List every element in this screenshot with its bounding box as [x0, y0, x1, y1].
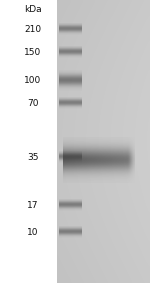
- Text: 100: 100: [24, 76, 42, 85]
- Text: 35: 35: [27, 153, 39, 162]
- Bar: [0, 0, 57, 283]
- Text: 17: 17: [27, 201, 39, 210]
- Text: 150: 150: [24, 48, 42, 57]
- Text: 210: 210: [24, 25, 42, 34]
- Text: 10: 10: [27, 228, 39, 237]
- Text: kDa: kDa: [24, 5, 42, 14]
- Text: 70: 70: [27, 99, 39, 108]
